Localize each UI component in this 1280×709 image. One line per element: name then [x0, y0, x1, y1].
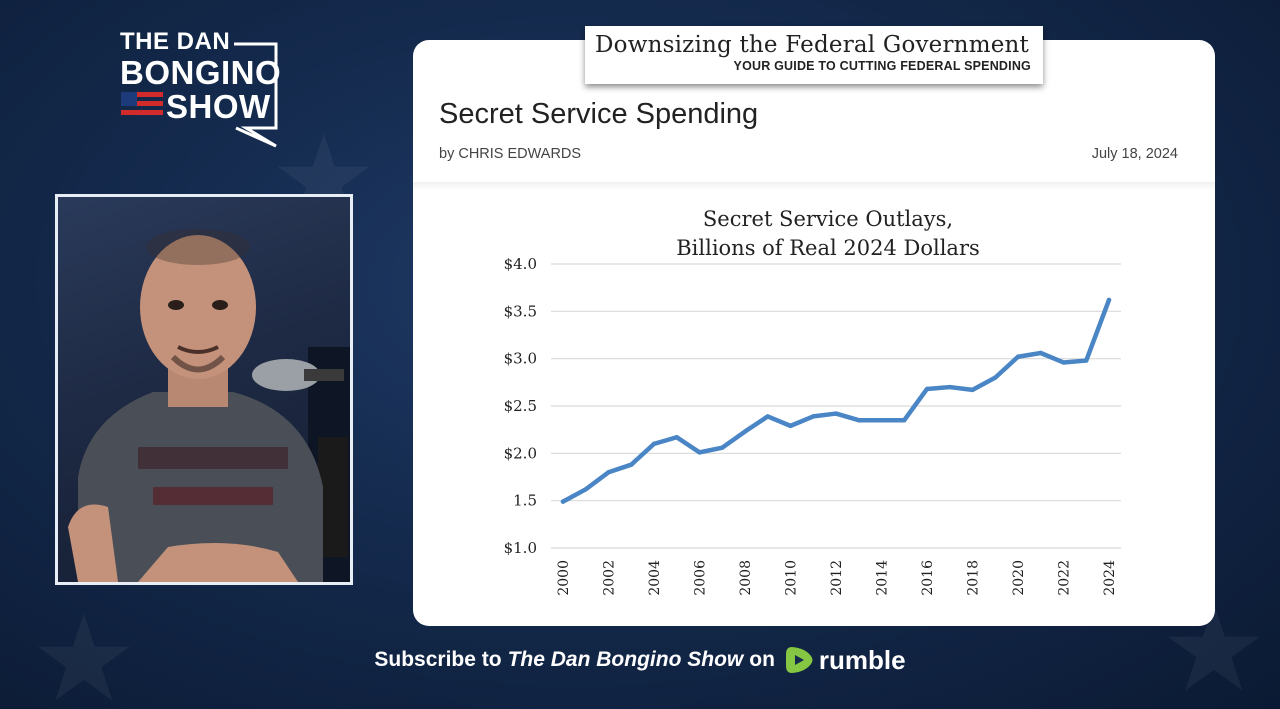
article-byline: by CHRIS EDWARDS — [439, 146, 582, 162]
x-tick-label: 2016 — [920, 560, 936, 596]
host-figure-icon — [68, 229, 350, 582]
data-point — [788, 423, 793, 429]
x-tick-label: 2002 — [602, 560, 618, 596]
data-point — [765, 414, 770, 419]
data-point — [674, 435, 679, 440]
x-tick-label: 2024 — [1102, 560, 1118, 596]
chart-title-line-2: Billions of Real 2024 Dollars — [676, 236, 980, 260]
y-tick-label: $2.0 — [504, 444, 537, 462]
data-point — [1015, 354, 1021, 359]
data-point — [833, 411, 839, 416]
x-tick-label: 2008 — [738, 560, 754, 596]
x-tick-label: 2010 — [784, 560, 800, 596]
show-logo: THE DAN BONGINO SHOW — [116, 28, 282, 148]
outlays-line-chart: Secret Service Outlays, Billions of Real… — [504, 207, 1121, 596]
data-point — [742, 429, 748, 434]
y-tick-label: $3.0 — [504, 350, 537, 368]
data-point — [902, 418, 907, 423]
y-tick-label: $1.0 — [504, 539, 537, 557]
x-tick-label: 2000 — [556, 560, 572, 596]
y-tick-label: $3.5 — [504, 302, 537, 320]
article-date: July 18, 2024 — [1091, 146, 1178, 162]
data-point — [811, 414, 816, 419]
chart-title-line-1: Secret Service Outlays, — [703, 207, 953, 231]
x-tick-label: 2014 — [875, 560, 891, 596]
rumble-logo-icon — [785, 647, 813, 673]
data-point — [947, 384, 952, 390]
data-point — [970, 387, 975, 393]
data-point — [1084, 358, 1089, 363]
x-tick-label: 2018 — [966, 560, 982, 596]
footer-prefix: Subscribe to — [374, 648, 502, 671]
series-banner: Downsizing the Federal Government YOUR G… — [585, 26, 1043, 84]
x-tick-label: 2012 — [829, 560, 845, 596]
banner-subtitle: YOUR GUIDE TO CUTTING FEDERAL SPENDING — [733, 59, 1031, 73]
x-tick-label: 2022 — [1057, 560, 1073, 596]
data-point — [856, 418, 861, 423]
y-tick-label: 1.5 — [513, 492, 537, 510]
x-tick-label: 2006 — [693, 560, 709, 596]
footer-show-name: The Dan Bongino Show — [507, 648, 744, 671]
logo-frame-icon — [234, 42, 278, 148]
data-point — [993, 375, 998, 380]
banner-title: Downsizing the Federal Government — [595, 32, 1029, 58]
data-point — [879, 418, 884, 423]
y-tick-label: $4.0 — [504, 255, 537, 273]
background-star-decoration: ★ — [30, 590, 138, 709]
logo-line-3: SHOW — [166, 88, 271, 125]
data-point — [606, 470, 611, 475]
data-point — [1061, 360, 1066, 365]
logo-line-2: BONGINO — [120, 54, 282, 91]
data-point — [720, 445, 725, 450]
data-point — [697, 450, 702, 455]
rumble-wordmark: rumble — [818, 644, 906, 675]
data-point — [1106, 297, 1112, 303]
article-title: Secret Service Spending — [439, 98, 759, 130]
host-webcam-feed — [55, 194, 353, 585]
data-point — [629, 462, 634, 467]
x-tick-label: 2020 — [1011, 560, 1027, 596]
series-line — [560, 297, 1112, 504]
flag-icon — [121, 92, 163, 115]
article-card: Secret Service Spending by CHRIS EDWARDS… — [413, 40, 1215, 626]
footer-on: on — [749, 648, 775, 671]
data-point — [583, 487, 588, 492]
article-divider — [413, 182, 1215, 190]
y-tick-label: $2.5 — [504, 397, 537, 415]
data-point — [651, 441, 657, 447]
data-point — [924, 386, 930, 392]
x-tick-label: 2004 — [647, 560, 663, 596]
data-point — [560, 499, 566, 504]
subscribe-footer: Subscribe to The Dan Bongino Show on rum… — [0, 640, 1280, 680]
logo-line-1: THE DAN — [120, 28, 231, 55]
data-point — [1038, 350, 1043, 356]
